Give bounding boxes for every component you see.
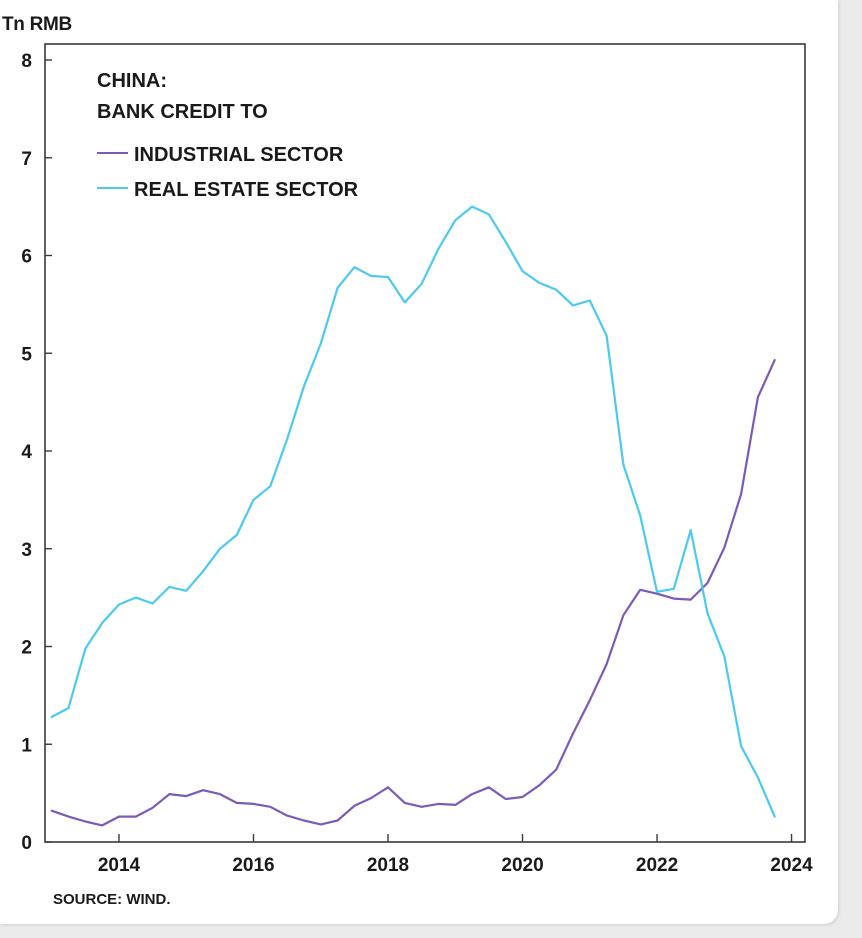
chart-title-line-1: CHINA:	[97, 70, 167, 92]
y-tick-label: 5	[21, 344, 32, 365]
y-tick-label: 1	[21, 735, 32, 756]
series-line-real-estate	[50, 205, 776, 818]
y-tick-label: 0	[21, 833, 32, 854]
x-tick-label: 2018	[367, 855, 409, 876]
plot-axes	[44, 43, 806, 843]
series-line-industrial	[50, 359, 776, 827]
x-tick-label: 2022	[636, 855, 678, 876]
legend-label-industrial: INDUSTRIAL SECTOR	[134, 144, 344, 166]
plot-frame	[44, 43, 806, 843]
x-tick-label: 2020	[501, 855, 543, 876]
x-tick-label: 2014	[98, 855, 141, 876]
axis-ticks: 0 1 2 3 4 5 6 7 8 2014 2016 2018 2020 2022 2024	[21, 51, 813, 876]
legend: CHINA: BANK CREDIT TO INDUSTRIAL SECTOR …	[97, 70, 359, 201]
source-note: SOURCE: WIND.	[53, 891, 171, 908]
legend-label-real-estate: REAL ESTATE SECTOR	[134, 179, 359, 201]
chart-card	[0, 0, 838, 924]
series-lines	[50, 205, 776, 827]
y-tick-label: 6	[21, 247, 32, 268]
y-tick-label: 2	[21, 638, 32, 659]
y-tick-label: 7	[21, 149, 32, 170]
chart-title-line-2: BANK CREDIT TO	[97, 101, 268, 123]
y-tick-label: 4	[21, 442, 32, 463]
x-tick-label: 2024	[770, 855, 813, 876]
y-tick-label: 8	[21, 51, 32, 72]
y-axis-unit-label: Tn RMB	[2, 14, 72, 35]
x-tick-label: 2016	[232, 855, 274, 876]
y-tick-label: 3	[21, 540, 32, 561]
